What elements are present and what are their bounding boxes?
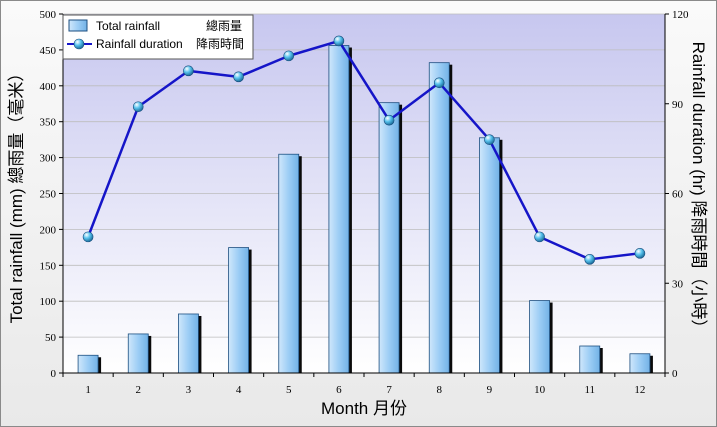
line-series [82, 35, 646, 265]
y-left-tick-label: 50 [45, 332, 57, 344]
y-left-tick-label: 100 [40, 296, 57, 308]
y-right-tick-label: 30 [672, 278, 684, 290]
duration-marker [534, 231, 545, 243]
x-axis-title: Month 月份 [321, 399, 407, 418]
y-right-tick-label: 90 [672, 99, 684, 111]
y-left-tick-label: 450 [40, 45, 57, 57]
legend-label-rainfall-duration: Rainfall duration [96, 37, 183, 51]
y-left-tick-label: 500 [40, 9, 57, 21]
y-left-tick-label: 350 [40, 117, 57, 129]
y-left-tick-label: 300 [40, 153, 57, 165]
x-tick-label: 12 [634, 384, 645, 396]
x-tick-label: 10 [534, 384, 546, 396]
legend-bar-swatch [68, 19, 88, 32]
y-right-tick-label: 60 [672, 189, 684, 201]
y-left-tick-label: 400 [40, 81, 57, 93]
duration-marker [233, 71, 244, 83]
legend-label-total-rainfall: Total rainfall [96, 19, 160, 33]
duration-marker [333, 35, 345, 47]
bar [579, 345, 601, 374]
duration-marker [132, 101, 144, 113]
duration-marker [82, 231, 94, 243]
x-tick-label: 9 [487, 384, 493, 396]
x-tick-label: 1 [85, 384, 91, 396]
y-right-tick-label: 120 [672, 9, 689, 21]
x-tick-label: 6 [336, 384, 342, 396]
legend-marker-swatch [73, 38, 85, 50]
bar [278, 153, 300, 374]
tick-labels: 0 50 100 150 200 250 300 350 400 450 500 0 30 60 90 120… [40, 9, 690, 396]
legend-label-rainfall-duration-zh: 降雨時間 [196, 37, 244, 51]
duration-marker [383, 114, 395, 126]
duration-marker [634, 248, 646, 259]
duration-marker [584, 254, 596, 265]
x-tick-label: 3 [186, 384, 192, 396]
bar [77, 354, 99, 374]
duration-marker [433, 77, 445, 89]
y-axis-left-title: Total rainfall (mm) 總雨量（毫米） [7, 65, 26, 324]
x-tick-label: 4 [236, 384, 242, 396]
y-left-tick-label: 200 [40, 224, 57, 236]
x-tick-label: 7 [386, 384, 392, 396]
x-tick-label: 5 [286, 384, 292, 396]
x-tick-label: 11 [584, 384, 595, 396]
duration-marker [183, 65, 194, 77]
bar [629, 353, 651, 374]
y-right-tick-label: 0 [672, 368, 678, 380]
bar-series [77, 45, 653, 374]
y-left-tick-label: 150 [40, 260, 57, 272]
duration-line [86, 39, 641, 261]
bar [328, 45, 350, 374]
gridlines [63, 13, 665, 338]
bar [127, 333, 149, 374]
bar [178, 313, 199, 374]
y-axis-right-title: Rainfall duration (hr) 降雨時間（小時） [689, 42, 708, 337]
legend-box [62, 14, 254, 60]
bar [378, 102, 400, 374]
axes [59, 13, 669, 377]
bar [479, 137, 500, 374]
x-tick-label: 2 [136, 384, 142, 396]
bar [529, 300, 550, 374]
y-left-tick-label: 0 [51, 368, 57, 380]
legend-label-total-rainfall-zh: 總雨量 [206, 18, 242, 33]
bar [228, 247, 249, 374]
duration-marker [484, 134, 495, 145]
duration-marker [283, 50, 295, 62]
y-left-tick-label: 250 [40, 189, 57, 201]
legend: Total rainfall 總雨量 Rainfall duration 降雨時… [62, 14, 254, 60]
x-tick-label: 8 [437, 384, 443, 396]
bar [428, 62, 450, 374]
